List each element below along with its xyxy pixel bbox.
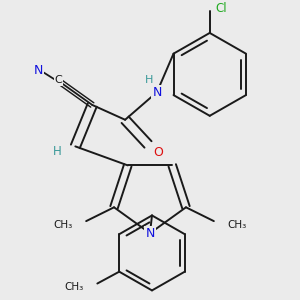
Text: N: N (145, 227, 155, 240)
Text: C: C (55, 75, 62, 85)
Text: N: N (152, 85, 162, 99)
Text: H: H (145, 75, 153, 85)
Text: CH₃: CH₃ (64, 283, 83, 292)
Text: N: N (34, 64, 43, 77)
Text: O: O (153, 146, 163, 159)
Text: H: H (53, 145, 62, 158)
Text: CH₃: CH₃ (53, 220, 72, 230)
Text: CH₃: CH₃ (228, 220, 247, 230)
Text: Cl: Cl (216, 2, 227, 15)
